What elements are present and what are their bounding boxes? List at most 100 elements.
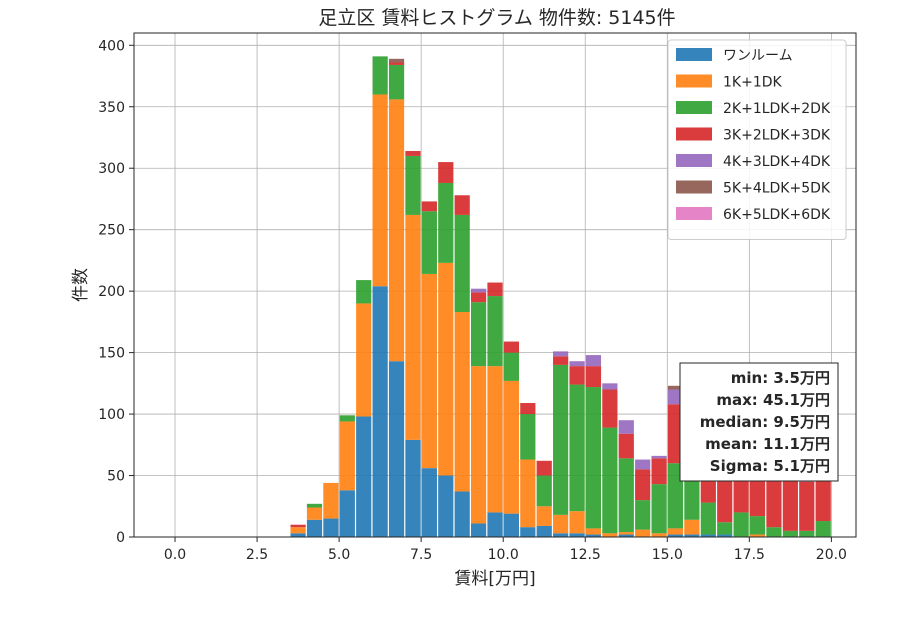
bar-segment — [487, 512, 503, 537]
bar-segment — [733, 512, 749, 537]
bar-segment — [766, 470, 782, 528]
legend-swatch — [676, 101, 712, 114]
x-tick-label: 10.0 — [488, 547, 519, 563]
bar-segment — [438, 182, 454, 263]
bar-segment — [356, 280, 372, 304]
bar-segment — [454, 312, 470, 492]
bar-segment — [667, 404, 684, 464]
bar-segment — [290, 527, 306, 534]
bar-segment — [339, 415, 355, 422]
legend-swatch — [676, 180, 712, 194]
bar-segment — [438, 262, 454, 476]
bar-segment — [438, 162, 454, 183]
bar-segment — [372, 56, 388, 95]
bar-segment — [536, 506, 552, 526]
bar-segment — [520, 459, 536, 528]
bar-segment — [454, 195, 470, 215]
bar-segment — [405, 214, 421, 440]
x-tick-label: 12.5 — [570, 547, 601, 563]
bar-segment — [569, 361, 585, 367]
y-tick-label: 400 — [98, 38, 125, 54]
bar-segment — [470, 523, 487, 537]
bar-segment — [520, 414, 536, 460]
legend-label: 1K+1DK — [723, 75, 783, 91]
legend-swatch — [676, 154, 712, 167]
bar-segment — [667, 389, 684, 405]
bar-segment — [438, 475, 454, 537]
x-tick-label: 17.5 — [734, 547, 765, 563]
bar-segment — [339, 490, 355, 537]
bar-segment — [602, 383, 618, 390]
bar-segment — [503, 380, 520, 514]
bar-segment — [618, 420, 634, 434]
bar-segment — [487, 366, 503, 513]
x-tick-label: 15.0 — [652, 547, 683, 563]
bar-segment — [520, 527, 536, 537]
legend-label: ワンルーム — [723, 48, 793, 64]
bar-segment — [290, 533, 306, 537]
bar-segment — [536, 475, 552, 507]
bar-segment — [618, 534, 634, 537]
y-tick-label: 200 — [98, 284, 125, 300]
bar-segment — [323, 518, 339, 537]
bar-segment — [618, 458, 634, 533]
chart-title: 足立区 賃料ヒストグラム 物件数: 5145件 — [318, 7, 675, 29]
bar-segment — [569, 511, 585, 534]
bar-segment — [388, 58, 405, 63]
bar-segment — [356, 416, 372, 537]
x-axis-label: 賃料[万円] — [454, 569, 535, 589]
bar-segment — [700, 502, 716, 535]
bar-segment — [290, 524, 306, 528]
bar-segment — [749, 534, 766, 537]
bar-segment — [782, 530, 798, 537]
bar-segment — [602, 389, 618, 428]
legend-label: 4K+3LDK+4DK — [723, 154, 831, 170]
bar-segment — [553, 364, 569, 515]
y-axis-label: 件数 — [71, 268, 91, 302]
bar-segment — [405, 155, 421, 215]
x-tick-label: 7.5 — [410, 547, 432, 563]
bar-segment — [405, 151, 421, 156]
bar-segment — [684, 519, 700, 535]
bar-segment — [388, 99, 405, 362]
bar-segment — [585, 528, 602, 535]
bar-segment — [388, 361, 405, 537]
bar-segment — [635, 459, 651, 470]
bar-segment — [799, 530, 815, 537]
y-tick-label: 300 — [98, 161, 125, 177]
bar-segment — [503, 352, 520, 381]
bar-segment — [372, 286, 388, 537]
bar-segment — [553, 514, 569, 534]
legend-label: 5K+4LDK+5DK — [723, 181, 831, 197]
bar-segment — [799, 481, 815, 531]
bar-segment — [553, 351, 569, 357]
bar-segment — [454, 491, 470, 537]
bar-segment — [684, 534, 700, 537]
bar-segment — [487, 296, 503, 367]
bar-segment — [585, 387, 602, 529]
bar-segment — [306, 519, 323, 537]
bar-segment — [569, 384, 585, 512]
legend-label: 3K+2LDK+3DK — [723, 128, 831, 144]
bar-segment — [421, 273, 437, 469]
bar-segment — [356, 303, 372, 417]
bar-segment — [306, 507, 323, 520]
bar-segment — [553, 356, 569, 365]
bar-segment — [470, 288, 487, 293]
stats-line: median: 9.5万円 — [700, 413, 830, 431]
bar-segment — [635, 469, 651, 501]
stats-line: min: 3.5万円 — [731, 369, 830, 387]
legend-label: 2K+1LDK+2DK — [723, 101, 831, 117]
bar-segment — [503, 341, 520, 353]
y-tick-label: 350 — [98, 100, 125, 116]
bar-segment — [520, 403, 536, 415]
bar-segment — [470, 292, 487, 303]
bar-segment — [421, 201, 437, 212]
bars — [290, 56, 831, 537]
bar-segment — [323, 482, 339, 519]
bar-segment — [405, 439, 421, 537]
bar-segment — [569, 366, 585, 385]
bar-segment — [667, 385, 684, 390]
legend-swatch — [676, 74, 712, 88]
